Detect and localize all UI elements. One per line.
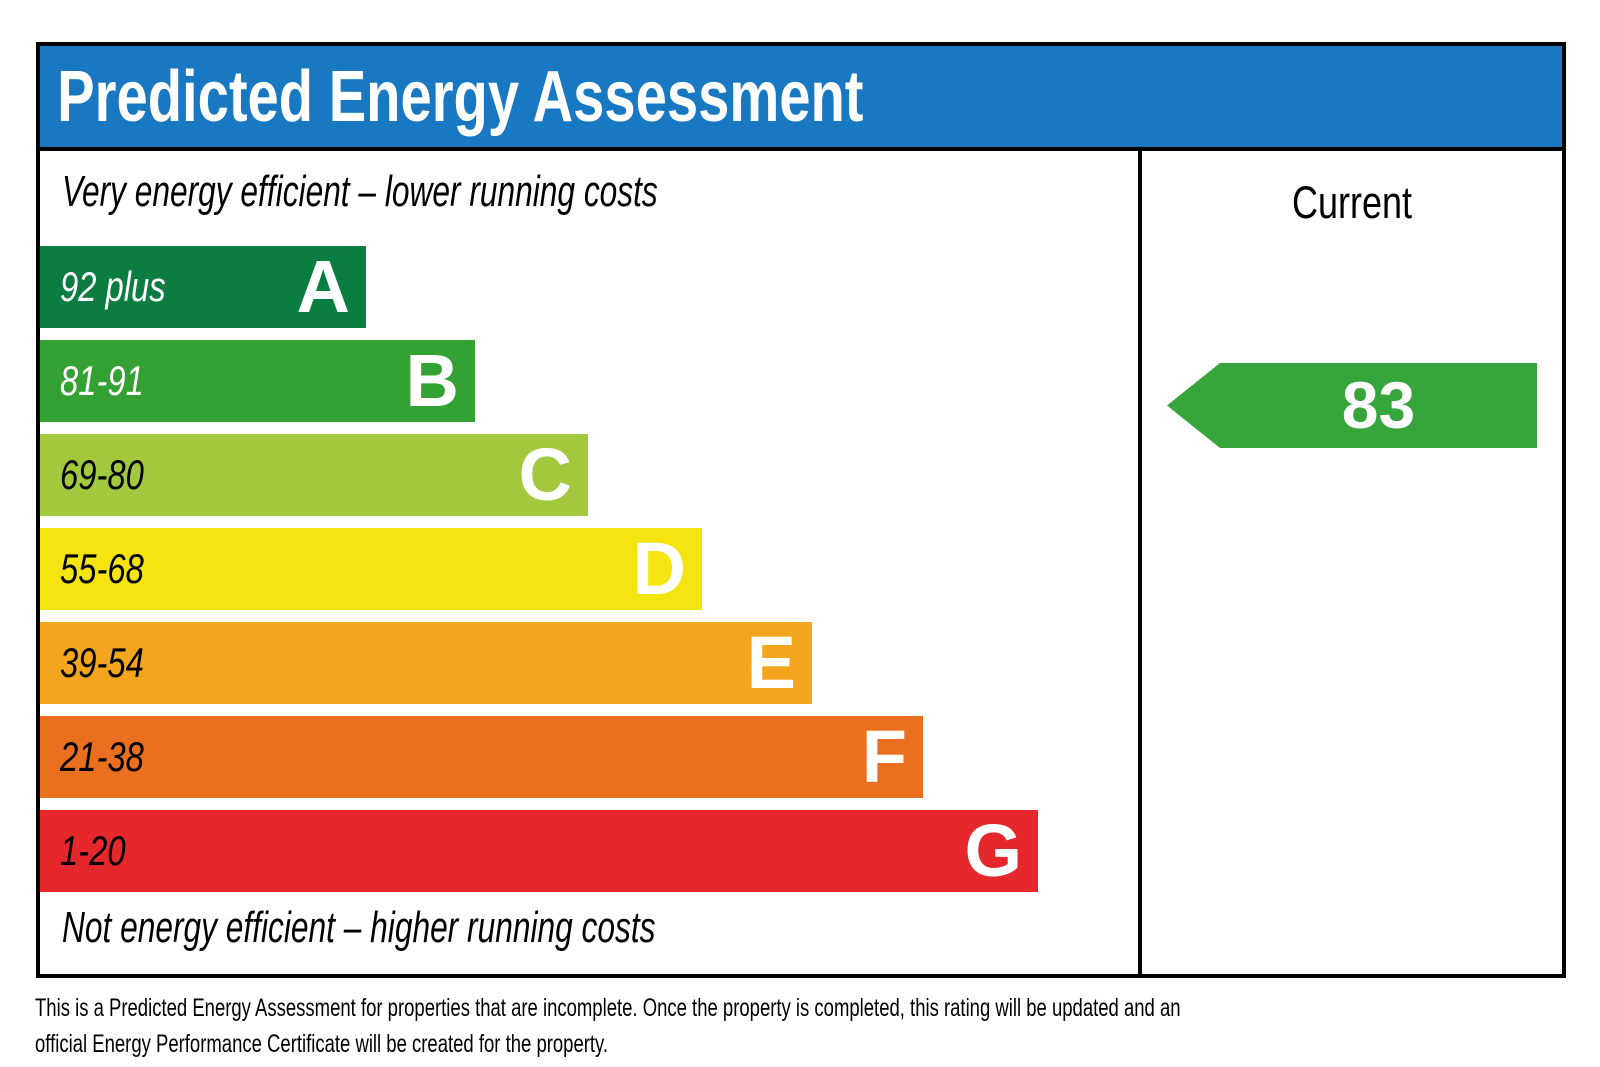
- band-letter: G: [964, 809, 1022, 892]
- top-caption: Very energy efficient – lower running co…: [62, 167, 658, 216]
- band-range-label: 39-54: [60, 639, 144, 686]
- band-letter: D: [632, 527, 686, 610]
- footer-note: This is a Predicted Energy Assessment fo…: [35, 990, 1583, 1062]
- band-letter: F: [861, 715, 907, 798]
- footer-line-1: This is a Predicted Energy Assessment fo…: [35, 994, 1181, 1022]
- current-rating-value: 83: [1341, 368, 1416, 442]
- certificate-title: Predicted Energy Assessment: [57, 56, 864, 137]
- band-letter: C: [518, 433, 572, 516]
- certificate-header: Predicted Energy Assessment: [40, 46, 1562, 151]
- epc-certificate-box: Predicted Energy Assessment Very energy …: [36, 42, 1566, 978]
- epc-band-e: 39-54 E: [40, 622, 812, 704]
- band-range-label: 92 plus: [60, 263, 166, 310]
- energy-rating-chart: Very energy efficient – lower running co…: [40, 151, 1138, 974]
- bottom-caption: Not energy efficient – higher running co…: [62, 903, 656, 952]
- band-range-label: 69-80: [60, 451, 144, 498]
- footer-line-2: official Energy Performance Certificate …: [35, 1030, 609, 1058]
- epc-band-c: 69-80 C: [40, 434, 588, 516]
- band-letter: E: [746, 621, 796, 704]
- current-rating-column: Current 83: [1138, 151, 1562, 974]
- epc-band-b: 81-91 B: [40, 340, 475, 422]
- current-rating-arrow: 83: [1167, 363, 1537, 448]
- band-range-label: 21-38: [60, 733, 144, 780]
- epc-band-f: 21-38 F: [40, 716, 923, 798]
- current-column-header: Current: [1291, 177, 1413, 228]
- band-letter: B: [405, 339, 459, 422]
- band-range-label: 1-20: [60, 827, 126, 874]
- epc-band-d: 55-68 D: [40, 528, 702, 610]
- epc-band-a: 92 plus A: [40, 246, 366, 328]
- band-range-label: 81-91: [60, 357, 144, 404]
- band-range-label: 55-68: [60, 545, 144, 592]
- certificate-body: Very energy efficient – lower running co…: [40, 151, 1562, 974]
- rating-bands: 92 plus A 81-91 B 69-80 C 55-68 D 39-54 E 21-38 F 1-…: [40, 246, 1038, 904]
- band-letter: A: [296, 245, 350, 328]
- epc-band-g: 1-20 G: [40, 810, 1038, 892]
